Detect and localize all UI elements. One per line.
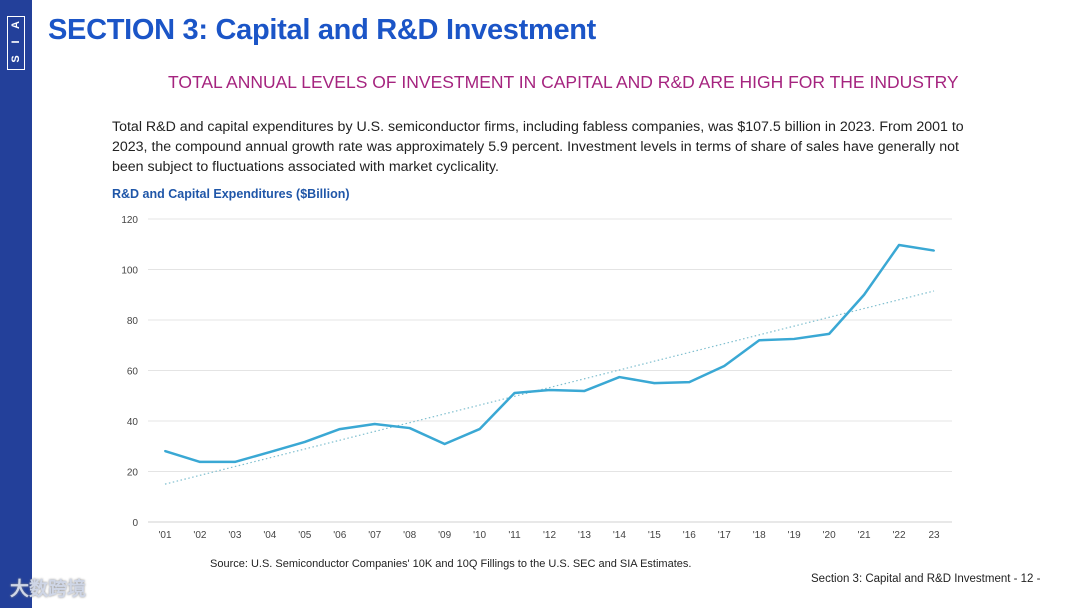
- data-point: [618, 376, 621, 379]
- x-tick-label: '14: [613, 530, 626, 541]
- x-tick-label: '04: [263, 530, 276, 541]
- y-tick-label: 80: [127, 316, 139, 327]
- page-footer: Section 3: Capital and R&D Investment - …: [811, 573, 1041, 585]
- x-tick-label: '13: [578, 530, 591, 541]
- y-tick-label: 100: [121, 266, 138, 277]
- x-tick-label: '21: [858, 530, 871, 541]
- x-tick-label: '06: [333, 530, 346, 541]
- data-point: [688, 381, 691, 384]
- series-line: [164, 243, 935, 464]
- data-point: [303, 440, 306, 443]
- x-tick-label: '08: [403, 530, 416, 541]
- data-point: [758, 339, 761, 342]
- page-title: SECTION 3: Capital and R&D Investment: [48, 14, 597, 46]
- x-tick-label: '17: [718, 530, 731, 541]
- data-point: [408, 427, 411, 430]
- y-tick-label: 60: [127, 367, 139, 378]
- data-point: [933, 249, 935, 252]
- x-tick-label: 23: [928, 530, 940, 541]
- data-point: [443, 442, 446, 445]
- x-tick-label: '22: [893, 530, 906, 541]
- y-tick-label: 40: [127, 417, 139, 428]
- x-tick-label: '02: [193, 530, 206, 541]
- x-tick-label: '03: [228, 530, 241, 541]
- sia-logo: A I S: [7, 16, 25, 70]
- y-tick-label: 120: [121, 215, 138, 226]
- data-point: [338, 428, 341, 431]
- chart-title: R&D and Capital Expenditures ($Billion): [112, 187, 350, 201]
- x-tick-label: '19: [788, 530, 801, 541]
- page-subtitle: TOTAL ANNUAL LEVELS OF INVESTMENT IN CAP…: [168, 72, 959, 92]
- x-tick-label: '12: [543, 530, 556, 541]
- x-tick-label: '09: [438, 530, 451, 541]
- data-point: [723, 364, 726, 367]
- data-point: [268, 451, 271, 454]
- sidebar-bar: A I S: [0, 0, 32, 608]
- x-tick-label: '10: [473, 530, 486, 541]
- data-point: [164, 450, 166, 453]
- trend-line: [164, 290, 935, 485]
- source-note: Source: U.S. Semiconductor Companies' 10…: [210, 558, 692, 570]
- x-tick-label: '05: [298, 530, 311, 541]
- data-point: [898, 244, 901, 247]
- watermark: 大数跨境: [10, 579, 87, 600]
- x-tick-label: '11: [508, 530, 521, 541]
- x-tick-label: '15: [648, 530, 661, 541]
- body-paragraph: Total R&D and capital expenditures by U.…: [112, 119, 964, 175]
- data-point: [793, 337, 796, 340]
- x-tick-label: '18: [753, 530, 766, 541]
- data-point: [513, 391, 516, 394]
- y-tick-label: 20: [127, 468, 139, 479]
- data-point: [233, 460, 236, 463]
- data-point: [478, 428, 481, 431]
- data-point: [653, 382, 656, 385]
- data-point: [828, 332, 831, 335]
- x-tick-label: '01: [158, 530, 171, 541]
- x-tick-label: '07: [368, 530, 381, 541]
- y-tick-label: 0: [132, 518, 138, 529]
- data-point: [548, 388, 551, 391]
- data-point: [373, 423, 376, 426]
- data-point: [198, 460, 201, 463]
- x-tick-label: '16: [683, 530, 696, 541]
- x-tick-label: '20: [823, 530, 836, 541]
- data-point: [863, 293, 866, 296]
- data-point: [583, 389, 586, 392]
